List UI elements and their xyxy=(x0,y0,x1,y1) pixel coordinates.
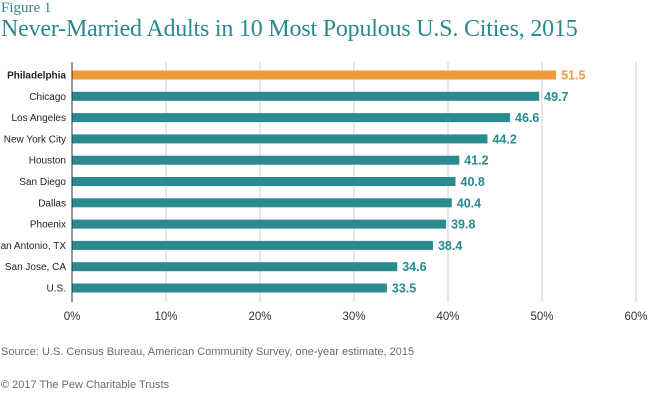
value-label-3: 44.2 xyxy=(492,132,516,146)
category-label-3: New York City xyxy=(4,134,66,145)
value-label-5: 40.8 xyxy=(461,175,485,189)
category-label-5: San Diego xyxy=(19,177,66,188)
source-note: Source: U.S. Census Bureau, American Com… xyxy=(1,346,415,358)
x-tick-label-20: 20% xyxy=(248,311,271,323)
value-label-4: 41.2 xyxy=(464,154,488,168)
category-label-9: San Jose, CA xyxy=(5,262,66,273)
category-label-7: Phoenix xyxy=(30,220,66,231)
bar-3 xyxy=(72,134,488,144)
category-label-10: U.S. xyxy=(47,284,66,295)
bar-8 xyxy=(72,240,433,250)
bar-chart: Philadelphia 51.5 Chicago 49.7 Los Angeles 46… xyxy=(0,62,648,323)
bar-10 xyxy=(72,283,387,293)
x-tick-label-10: 10% xyxy=(154,311,177,323)
value-label-6: 40.4 xyxy=(457,196,481,210)
x-tick-label-60: 60% xyxy=(624,311,647,323)
x-tick-label-0: 0% xyxy=(64,311,81,323)
x-tick-label-50: 50% xyxy=(530,311,553,323)
value-label-8: 38.4 xyxy=(438,239,462,253)
value-label-2: 46.6 xyxy=(515,111,539,125)
bar-6 xyxy=(72,198,452,208)
x-tick-label-30: 30% xyxy=(342,311,365,323)
x-tick-label-40: 40% xyxy=(436,311,459,323)
copyright-note: © 2017 The Pew Charitable Trusts xyxy=(1,379,170,391)
bar-9 xyxy=(72,262,398,272)
bar-7 xyxy=(72,219,447,229)
category-label-1: Chicago xyxy=(29,92,66,103)
bar-4 xyxy=(72,155,460,165)
chart-title: Never-Married Adults in 10 Most Populous… xyxy=(1,16,578,42)
bar-2 xyxy=(72,113,511,123)
value-label-1: 49.7 xyxy=(544,90,568,104)
value-label-7: 39.8 xyxy=(451,218,475,232)
bar-0 xyxy=(72,70,557,80)
category-label-8: San Antonio, TX xyxy=(0,241,66,252)
bar-1 xyxy=(72,91,540,101)
figure-label: Figure 1 xyxy=(1,0,52,16)
value-label-9: 34.6 xyxy=(402,260,426,274)
value-label-10: 33.5 xyxy=(392,282,416,296)
category-label-4: Houston xyxy=(29,156,66,167)
value-label-0: 51.5 xyxy=(561,69,585,83)
category-label-0: Philadelphia xyxy=(7,71,66,82)
bar-5 xyxy=(72,177,456,186)
category-label-6: Dallas xyxy=(38,198,66,209)
category-label-2: Los Angeles xyxy=(12,113,67,124)
